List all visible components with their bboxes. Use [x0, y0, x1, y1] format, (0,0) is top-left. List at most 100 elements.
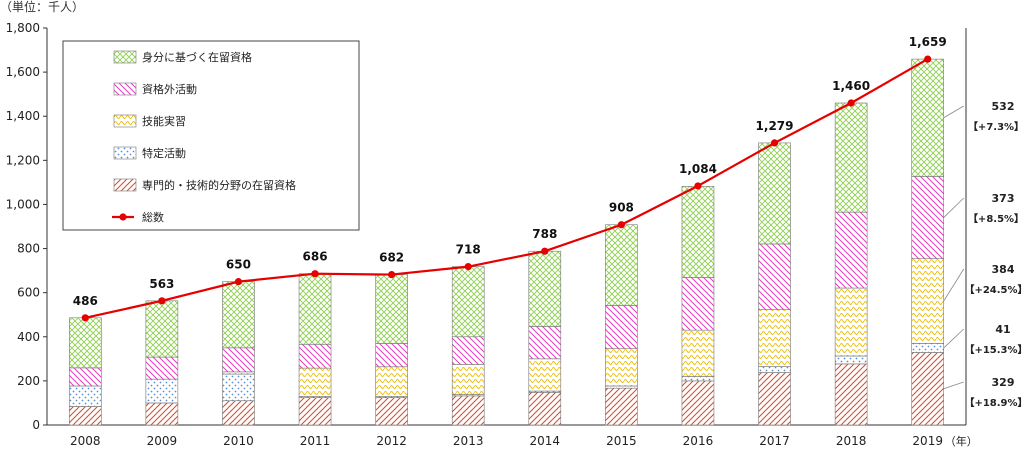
bar-segment-senmon	[681, 380, 715, 426]
bar-segment-mibun	[222, 281, 255, 349]
annotation-value: 532	[992, 100, 1015, 113]
x-tick-label: 2019	[912, 434, 943, 448]
y-tick-label: 200	[17, 374, 40, 388]
legend-swatch-ginou	[113, 114, 137, 128]
total-point	[770, 139, 779, 147]
bar-segment-ginou	[758, 309, 791, 367]
bar-segment-tokutei	[834, 355, 868, 365]
bar-segment-ginou	[834, 287, 868, 357]
bar-segment-shikakugai	[758, 243, 791, 310]
total-label: 908	[609, 201, 634, 215]
y-tick-label: 1,200	[6, 153, 40, 167]
total-label: 1,279	[756, 119, 794, 133]
total-point	[81, 314, 89, 322]
total-point	[924, 55, 932, 63]
bar-segment-senmon	[68, 406, 102, 426]
bar-segment-tokutei	[605, 385, 638, 389]
bar-segment-tokutei	[68, 385, 102, 407]
total-label: 1,084	[679, 162, 717, 176]
legend-label-ginou: 技能実習	[142, 114, 186, 128]
annotations-layer: 532 【+7.3%】 373 【+8.5%】 384 【+24.5%】 41 【+15.3%…	[943, 100, 1024, 409]
y-tick-label: 1,400	[6, 109, 40, 123]
bar-segment-senmon	[222, 400, 255, 426]
bar-segment-senmon	[758, 372, 791, 426]
bar-segment-tokutei	[222, 373, 255, 402]
bar-segment-tokutei	[911, 343, 945, 353]
y-tick-label: 800	[17, 242, 40, 256]
bar-segment-mibun	[451, 266, 485, 338]
annotation-leader	[943, 381, 964, 390]
annotation-leader	[943, 197, 964, 218]
bar-segment-shikakugai	[834, 211, 868, 289]
bar-segment-senmon	[375, 397, 408, 426]
total-point	[847, 99, 855, 107]
legend-swatch-tokutei	[113, 146, 137, 160]
bar-segment-ginou	[298, 367, 332, 397]
annotation-change: 【+24.5%】	[964, 283, 1024, 296]
annotation-value: 384	[992, 263, 1015, 276]
bar-segment-mibun	[68, 317, 102, 369]
y-tick-label: 1,600	[6, 65, 40, 79]
total-point	[464, 263, 472, 271]
bar-segment-shikakugai	[68, 367, 102, 387]
bar-segment-tokutei	[758, 366, 791, 373]
bar-segment-senmon	[911, 352, 945, 426]
total-label: 682	[379, 251, 404, 265]
legend-label-senmon: 専門的・技術的分野の在留資格	[142, 178, 296, 192]
bar-segment-mibun	[681, 186, 715, 278]
bar-segment-shikakugai	[298, 343, 332, 369]
annotation-value: 41	[995, 323, 1010, 336]
bar-segment-ginou	[911, 258, 945, 344]
bar-segment-ginou	[605, 348, 638, 387]
total-point	[311, 270, 319, 278]
annotation-leader	[943, 268, 965, 302]
bar-segment-mibun	[375, 274, 408, 344]
bar-segment-ginou	[451, 364, 485, 395]
x-tick-label: 2015	[606, 434, 637, 448]
unit-label: （単位：千人）	[0, 0, 84, 14]
total-line-layer: 486 563 650 686 682 718 788 908 1,084 1,279 1,460 1…	[73, 35, 947, 322]
x-tick-label: 2010	[223, 434, 254, 448]
x-tick-label: 2014	[530, 434, 561, 448]
y-tick-label: 1,000	[6, 197, 40, 211]
bars-layer	[68, 58, 945, 426]
bar-segment-ginou	[528, 358, 562, 392]
annotation-change: 【+7.3%】	[968, 120, 1024, 133]
x-axis: 2008 2009 2010 2011 2012 2013 2014 2015 2016 2017…	[47, 28, 978, 448]
annotation-change: 【+15.3%】	[964, 343, 1024, 356]
total-label: 563	[149, 277, 174, 291]
bar-segment-mibun	[605, 224, 638, 306]
total-label: 1,460	[832, 79, 870, 93]
bar-segment-shikakugai	[681, 277, 715, 331]
bar-segment-shikakugai	[605, 305, 638, 349]
bar-segment-senmon	[834, 363, 868, 426]
annotation-leader	[943, 328, 964, 349]
bar-segment-ginou	[681, 329, 715, 377]
x-tick-label: 2013	[453, 434, 484, 448]
x-tick-label: 2016	[683, 434, 714, 448]
x-tick-label: 2011	[300, 434, 331, 448]
bar-segment-mibun	[834, 102, 868, 213]
bar-segment-shikakugai	[528, 326, 562, 360]
y-axis: 0 200 400 600 800 1,000 1,200 1,400 1,600 1,800	[6, 21, 48, 432]
legend-label-total: 総数	[142, 210, 164, 224]
y-tick-label: 0	[32, 418, 40, 432]
bar-segment-ginou	[222, 371, 255, 375]
bar-segment-tokutei	[681, 376, 715, 382]
total-point	[388, 270, 396, 279]
bar-segment-shikakugai	[145, 356, 179, 380]
y-tick-label: 400	[17, 330, 40, 344]
legend-label-shikakugai: 資格外活動	[142, 82, 197, 96]
total-point	[234, 278, 243, 286]
bar-segment-shikakugai	[451, 336, 485, 365]
total-label: 486	[73, 294, 98, 308]
bar-segment-shikakugai	[911, 176, 945, 260]
legend-swatch-shikakugai	[113, 82, 137, 96]
bar-segment-senmon	[605, 387, 638, 426]
legend-swatch-senmon	[113, 178, 137, 192]
total-label: 650	[226, 258, 251, 272]
legend-point-swatch	[119, 213, 127, 221]
